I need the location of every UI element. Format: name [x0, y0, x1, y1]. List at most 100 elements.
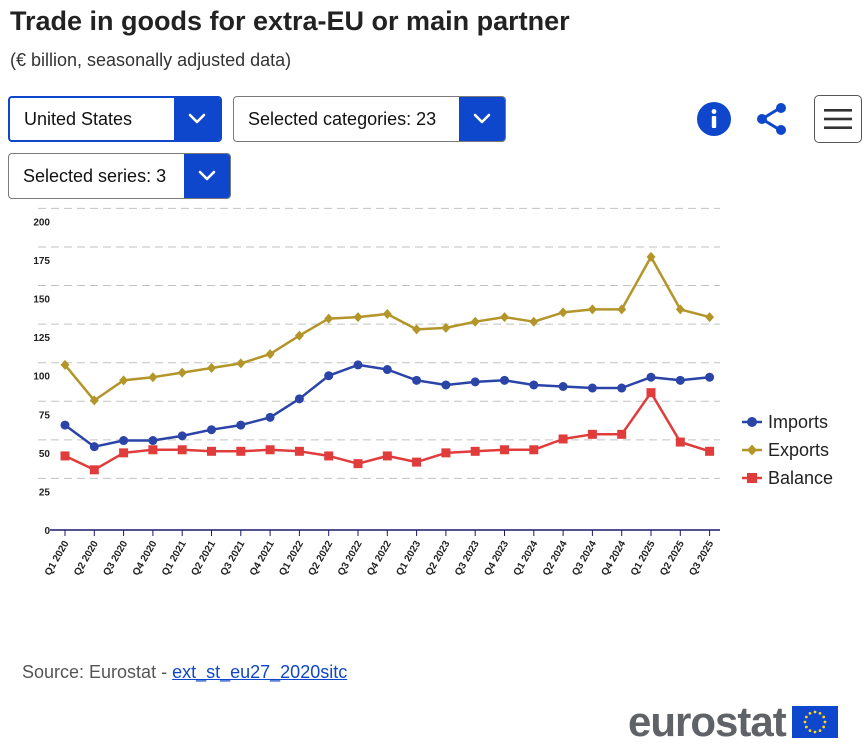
- data-point-exports: [441, 322, 451, 333]
- source-dataset-link[interactable]: ext_st_eu27_2020sitc: [172, 662, 348, 682]
- data-point-imports: [353, 360, 363, 370]
- series-dropdown-value: Selected series: 3: [23, 165, 167, 186]
- chevron-down-icon: [473, 113, 491, 124]
- x-tick-label: Q3 2024: [570, 539, 599, 578]
- data-point-balance: [558, 434, 568, 444]
- data-point-exports: [587, 304, 597, 315]
- data-point-balance: [441, 448, 451, 458]
- x-tick-label: Q4 2020: [131, 539, 160, 578]
- legend-marker-balance: [747, 473, 757, 483]
- data-point-imports: [148, 436, 158, 446]
- x-tick-label: Q4 2021: [248, 539, 277, 578]
- series-dropdown[interactable]: Selected series: 3: [8, 153, 231, 199]
- data-point-balance: [89, 465, 99, 475]
- info-button[interactable]: [696, 101, 732, 137]
- source-label: Source: Eurostat -: [22, 662, 173, 682]
- chevron-down-icon: [198, 170, 216, 181]
- data-point-balance: [119, 448, 129, 458]
- x-tick-label: Q1 2022: [277, 539, 306, 578]
- eu-flag-star: [803, 720, 807, 724]
- partner-dropdown-value: United States: [24, 108, 133, 129]
- legend-label-balance: Balance: [768, 468, 833, 488]
- eu-flag-star: [808, 729, 812, 733]
- data-point-imports: [500, 375, 509, 385]
- data-point-imports: [119, 436, 129, 446]
- page-subtitle: (€ billion, seasonally adjusted data): [10, 50, 292, 70]
- x-tick-label: Q4 2022: [365, 539, 394, 578]
- data-point-exports: [324, 313, 334, 324]
- y-tick-label: 200: [33, 217, 50, 228]
- menu-button[interactable]: [814, 95, 862, 143]
- eu-flag-star: [821, 725, 825, 729]
- legend-marker-exports: [747, 444, 757, 456]
- eu-flag-icon: [791, 706, 838, 738]
- x-tick-label: Q3 2025: [687, 539, 716, 578]
- y-tick-label: 25: [39, 487, 51, 498]
- data-point-imports: [382, 365, 392, 375]
- data-point-balance: [207, 446, 216, 456]
- eu-flag-star: [818, 729, 822, 733]
- data-point-exports: [294, 330, 304, 341]
- data-point-imports: [587, 383, 597, 393]
- data-point-exports: [177, 367, 187, 378]
- chevron-down-icon: [188, 113, 206, 124]
- y-tick-label: 125: [33, 333, 50, 344]
- y-tick-label: 100: [33, 372, 50, 383]
- data-point-balance: [675, 437, 685, 447]
- share-button[interactable]: [754, 101, 790, 137]
- data-point-imports: [60, 420, 70, 430]
- legend-label-exports: Exports: [768, 440, 829, 460]
- data-point-imports: [324, 371, 334, 381]
- series-line-exports: [64, 255, 710, 402]
- x-tick-label: Q1 2025: [629, 539, 658, 578]
- y-tick-label: 75: [39, 410, 51, 421]
- series-dropdown-toggle[interactable]: [184, 154, 230, 198]
- data-point-exports: [558, 307, 568, 318]
- eurostat-wordmark: eurostat: [628, 698, 787, 745]
- data-point-balance: [617, 429, 627, 439]
- data-point-imports: [412, 375, 422, 385]
- categories-dropdown-toggle[interactable]: [459, 97, 505, 141]
- partner-dropdown-toggle[interactable]: [174, 98, 220, 140]
- data-point-exports: [236, 358, 246, 369]
- data-point-imports: [675, 375, 685, 385]
- categories-dropdown[interactable]: Selected categories: 23: [233, 96, 506, 142]
- x-tick-label: Q3 2023: [453, 539, 482, 578]
- source-note: Source: Eurostat - ext_st_eu27_2020sitc: [22, 662, 347, 683]
- data-point-imports: [265, 412, 275, 422]
- data-point-imports: [236, 420, 246, 430]
- x-tick-label: Q3 2022: [336, 539, 365, 578]
- x-tick-label: Q2 2020: [72, 539, 101, 578]
- data-point-exports: [617, 304, 627, 315]
- y-tick-label: 50: [39, 449, 51, 460]
- data-point-imports: [89, 442, 99, 452]
- share-icon: [757, 103, 786, 135]
- data-point-balance: [705, 446, 715, 456]
- eu-flag-star: [804, 725, 808, 729]
- data-point-balance: [294, 446, 304, 456]
- data-point-balance: [382, 451, 392, 461]
- x-tick-label: Q1 2024: [512, 539, 541, 578]
- data-point-exports: [412, 324, 422, 335]
- eu-flag-star: [813, 710, 817, 714]
- data-point-balance: [60, 451, 70, 461]
- hamburger-menu-icon: [824, 109, 852, 129]
- eu-flag-star: [813, 730, 817, 734]
- partner-dropdown[interactable]: United States: [8, 96, 222, 142]
- info-icon: [697, 102, 731, 136]
- data-point-exports: [353, 312, 363, 323]
- x-tick-label: Q2 2023: [424, 539, 453, 578]
- data-point-balance: [265, 445, 275, 455]
- data-point-balance: [236, 446, 246, 456]
- x-tick-label: Q1 2023: [394, 539, 423, 578]
- x-tick-label: Q1 2020: [43, 539, 72, 578]
- data-point-balance: [470, 446, 480, 456]
- y-tick-label: 0: [44, 526, 50, 537]
- data-point-exports: [148, 372, 158, 383]
- categories-dropdown-value: Selected categories: 23: [248, 108, 437, 129]
- data-point-exports: [265, 349, 275, 360]
- data-point-balance: [353, 459, 363, 469]
- x-tick-label: Q1 2021: [160, 539, 189, 578]
- data-point-imports: [294, 394, 304, 404]
